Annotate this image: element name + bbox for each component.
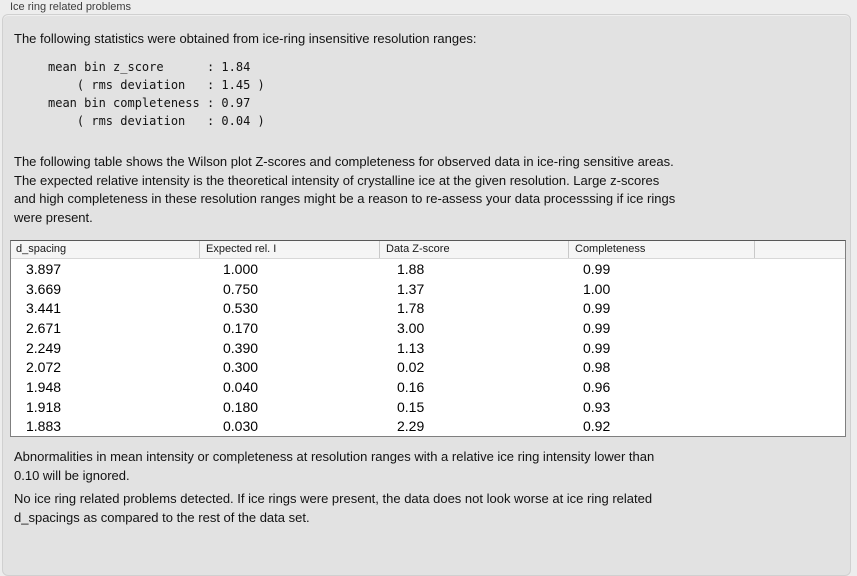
cell-d-spacing: 1.948 — [26, 378, 62, 395]
cell-zscore: 2.29 — [397, 418, 425, 435]
cell-completeness: 1.00 — [583, 280, 611, 297]
table-header-row: d_spacing Expected rel. I Data Z-score C… — [11, 241, 845, 259]
cell-expected: 0.530 — [223, 300, 259, 317]
cell-zscore: 0.02 — [397, 359, 425, 376]
table-row[interactable]: 3.897 1.000 1.88 0.99 — [11, 259, 845, 279]
table-row[interactable]: 1.948 0.040 0.16 0.96 — [11, 377, 845, 397]
cell-expected: 0.750 — [223, 280, 259, 297]
header-expected-rel-i[interactable]: Expected rel. I — [200, 241, 380, 258]
cell-completeness: 0.98 — [583, 359, 611, 376]
cell-completeness: 0.99 — [583, 300, 611, 317]
cell-completeness: 0.92 — [583, 418, 611, 435]
cell-completeness: 0.99 — [583, 260, 611, 277]
cell-completeness: 0.99 — [583, 319, 611, 336]
header-d-spacing[interactable]: d_spacing — [11, 241, 200, 258]
table-row[interactable]: 1.883 0.030 2.29 0.92 — [11, 417, 845, 437]
cell-d-spacing: 3.669 — [26, 280, 62, 297]
cell-completeness: 0.93 — [583, 398, 611, 415]
table-row[interactable]: 1.918 0.180 0.15 0.93 — [11, 397, 845, 417]
table-body: 3.897 1.000 1.88 0.99 3.669 0.750 1.37 1… — [11, 259, 845, 436]
cell-expected: 0.170 — [223, 319, 259, 336]
table-row[interactable]: 2.072 0.300 0.02 0.98 — [11, 357, 845, 377]
cell-expected: 0.180 — [223, 398, 259, 415]
ice-ring-table: d_spacing Expected rel. I Data Z-score C… — [10, 240, 846, 437]
cell-zscore: 3.00 — [397, 319, 425, 336]
cell-zscore: 1.78 — [397, 300, 425, 317]
cell-d-spacing: 1.883 — [26, 418, 62, 435]
cell-zscore: 0.16 — [397, 378, 425, 395]
cell-d-spacing: 2.671 — [26, 319, 62, 336]
cell-d-spacing: 3.441 — [26, 300, 62, 317]
cell-d-spacing: 3.897 — [26, 260, 62, 277]
cell-zscore: 1.88 — [397, 260, 425, 277]
cell-expected: 1.000 — [223, 260, 259, 277]
cell-expected: 0.040 — [223, 378, 259, 395]
cell-completeness: 0.99 — [583, 339, 611, 356]
header-data-z-score[interactable]: Data Z-score — [380, 241, 569, 258]
intro-text: The following statistics were obtained f… — [14, 31, 477, 46]
cell-expected: 0.030 — [223, 418, 259, 435]
table-row[interactable]: 3.441 0.530 1.78 0.99 — [11, 298, 845, 318]
groupbox-title: Ice ring related problems — [10, 1, 132, 13]
cell-completeness: 0.96 — [583, 378, 611, 395]
cell-d-spacing: 2.072 — [26, 359, 62, 376]
ignore-threshold-note: Abnormalities in mean intensity or compl… — [14, 449, 655, 483]
cell-zscore: 1.13 — [397, 339, 425, 356]
table-description: The following table shows the Wilson plo… — [14, 154, 676, 225]
conclusion-text: No ice ring related problems detected. I… — [14, 491, 653, 525]
table-row[interactable]: 2.671 0.170 3.00 0.99 — [11, 318, 845, 338]
cell-expected: 0.390 — [223, 339, 259, 356]
cell-d-spacing: 2.249 — [26, 339, 62, 356]
header-completeness[interactable]: Completeness — [569, 241, 755, 258]
cell-zscore: 1.37 — [397, 280, 425, 297]
table-row[interactable]: 3.669 0.750 1.37 1.00 — [11, 279, 845, 299]
stats-block: mean bin z_score : 1.84 ( rms deviation … — [48, 60, 265, 128]
cell-d-spacing: 1.918 — [26, 398, 62, 415]
cell-expected: 0.300 — [223, 359, 259, 376]
table-row[interactable]: 2.249 0.390 1.13 0.99 — [11, 338, 845, 358]
header-empty — [755, 241, 845, 258]
cell-zscore: 0.15 — [397, 398, 425, 415]
